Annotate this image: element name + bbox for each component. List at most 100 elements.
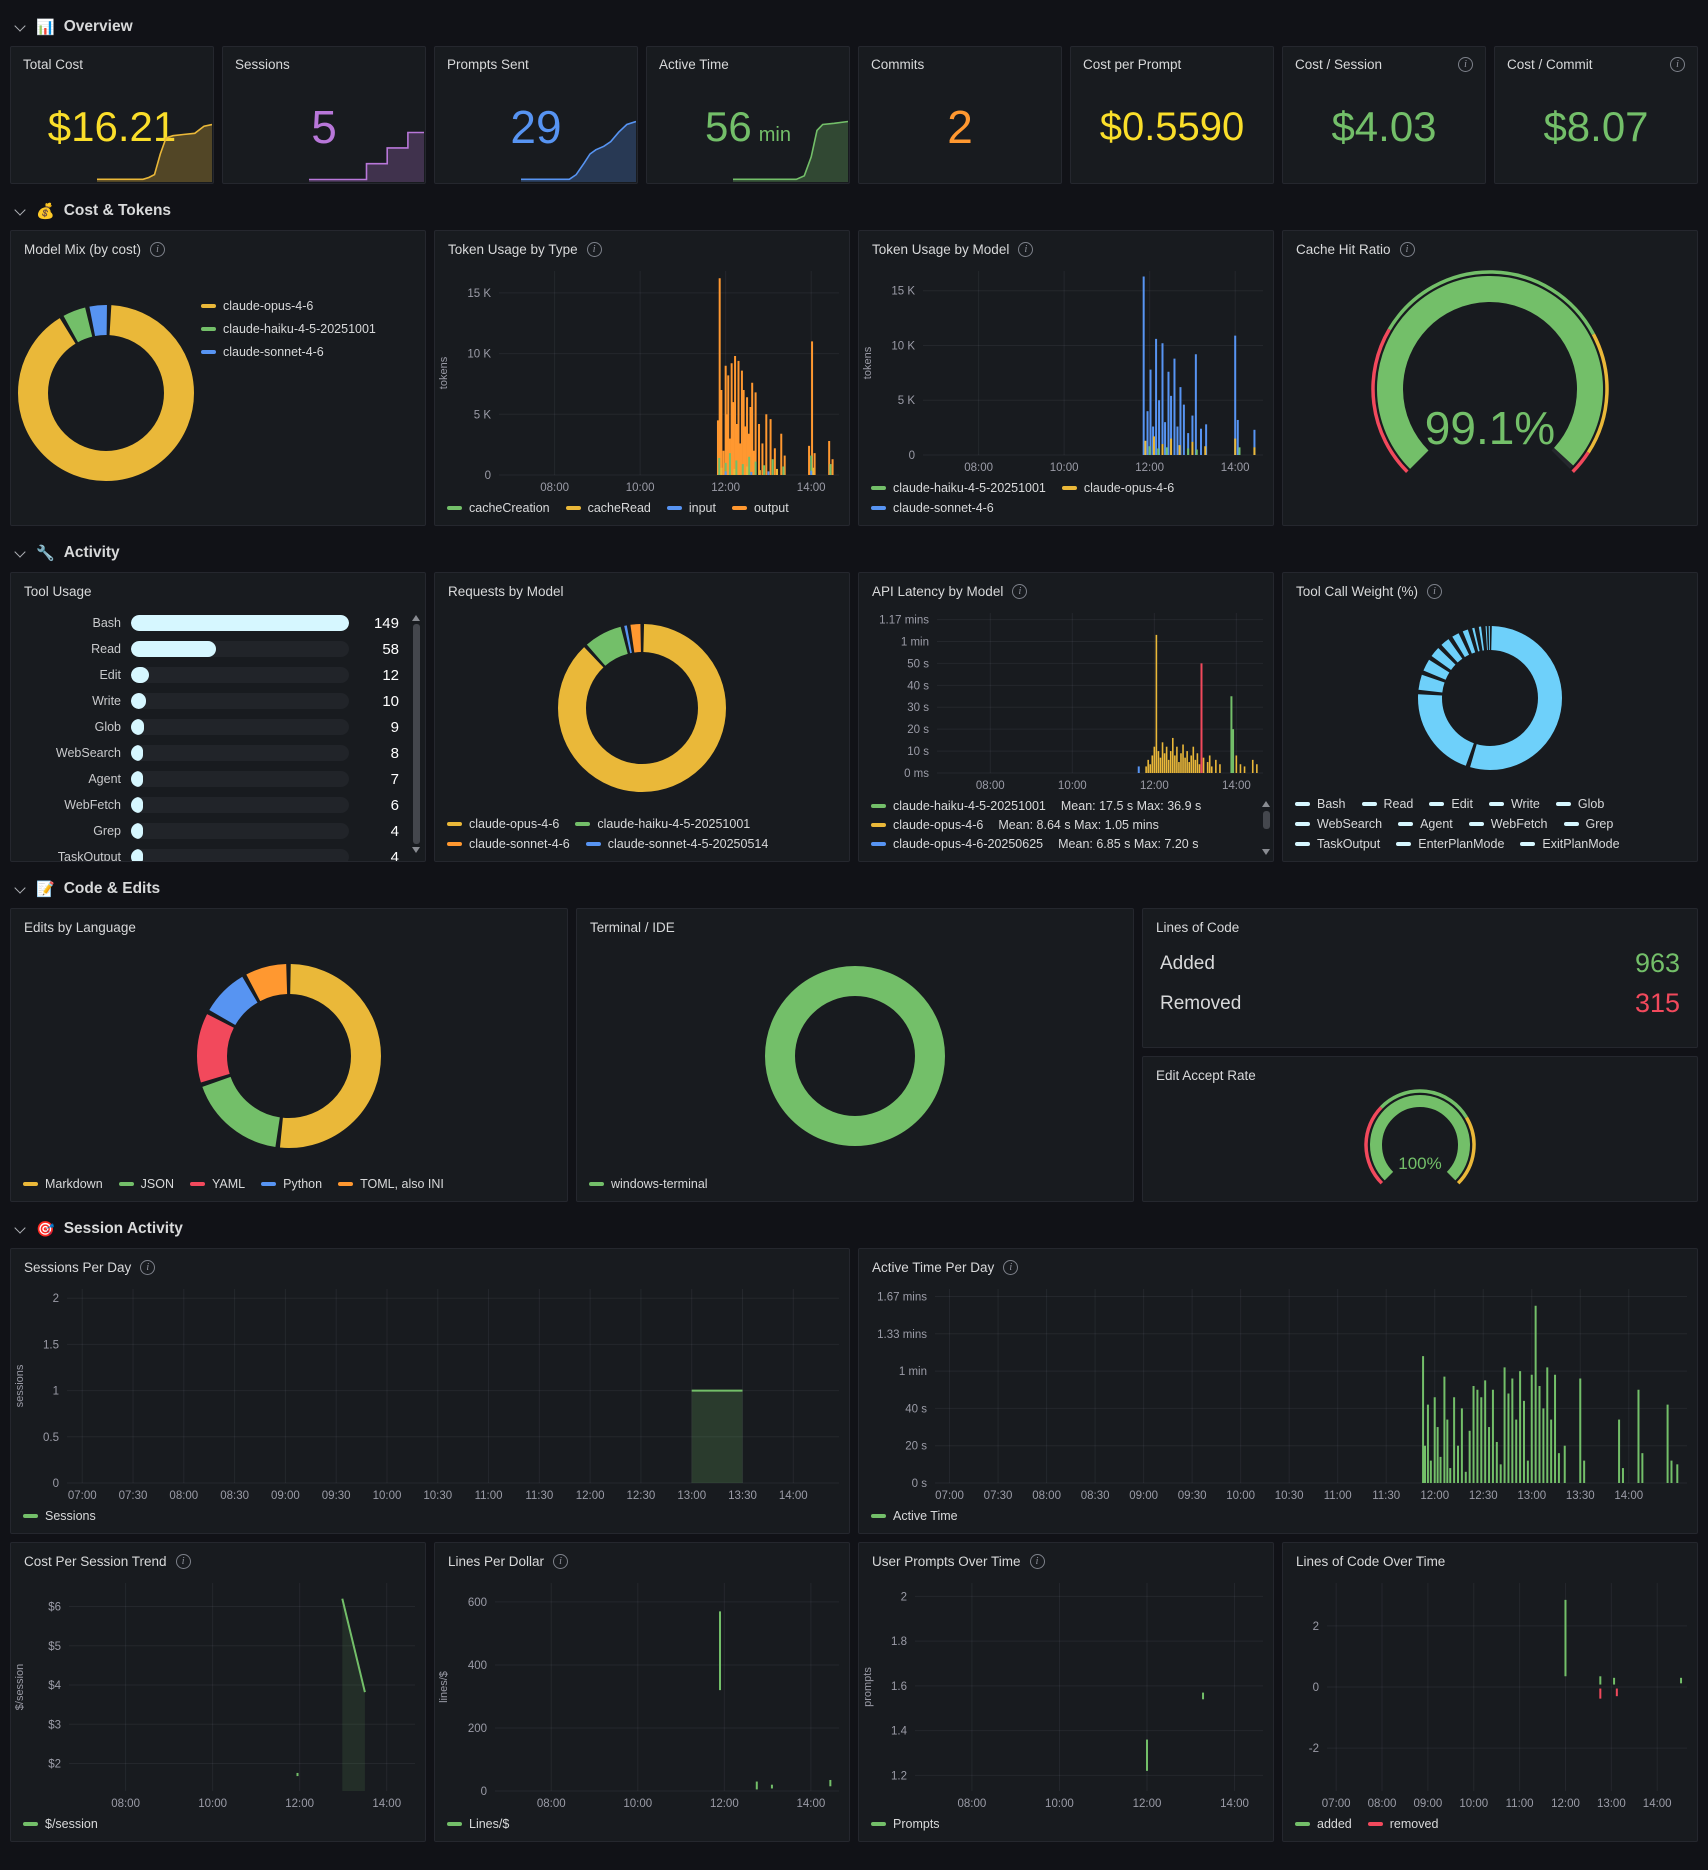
- info-icon[interactable]: i: [140, 1260, 156, 1275]
- legend-item[interactable]: Read: [1361, 797, 1413, 811]
- tool-usage-bars[interactable]: Bash 149 Read 58 Edit 12 Write 10 Glob 9 WebSearch…: [11, 603, 425, 861]
- legend-item[interactable]: Write: [1488, 797, 1540, 811]
- legend-item[interactable]: WebFetch: [1468, 817, 1548, 831]
- legend-item[interactable]: claude-opus-4-6: [201, 299, 376, 313]
- legend-item[interactable]: claude-sonnet-4-6: [201, 345, 376, 359]
- edits-donut[interactable]: [11, 939, 567, 1173]
- info-icon[interactable]: i: [1670, 57, 1685, 72]
- tool-weight-donut[interactable]: [1283, 603, 1697, 793]
- legend-item[interactable]: WebSearch: [1295, 817, 1382, 831]
- legend-item[interactable]: cacheCreation: [447, 501, 550, 515]
- stat-title[interactable]: Active Time: [659, 57, 729, 72]
- legend-item[interactable]: claude-sonnet-4-6: [871, 501, 994, 515]
- legend-item[interactable]: windows-terminal: [589, 1177, 708, 1191]
- panel-title[interactable]: Model Mix (by cost): [24, 242, 142, 257]
- scroll-thumb[interactable]: [413, 624, 420, 844]
- info-icon[interactable]: i: [150, 242, 166, 257]
- cost-trend-chart[interactable]: 08:00 10:00 12:00 14:00 $2 $3 $4 $5 $6 $/session: [11, 1573, 425, 1813]
- panel-title[interactable]: User Prompts Over Time: [872, 1554, 1021, 1569]
- stat-title[interactable]: Total Cost: [23, 57, 84, 72]
- legend-item[interactable]: input: [666, 501, 716, 515]
- latency-chart[interactable]: 08:00 10:00 12:00 14:00 0 ms 10 s 20 s 30 s 40 s…: [859, 603, 1273, 795]
- section-overview[interactable]: 📊 Overview: [12, 12, 1698, 42]
- info-icon[interactable]: i: [1012, 584, 1028, 599]
- stat-title[interactable]: Sessions: [235, 57, 290, 72]
- legend-item[interactable]: Python: [261, 1177, 322, 1191]
- scroll-down-icon[interactable]: [1262, 849, 1270, 855]
- scroll-down-icon[interactable]: [412, 847, 420, 853]
- panel-title[interactable]: Cost Per Session Trend: [24, 1554, 167, 1569]
- info-icon[interactable]: i: [1458, 57, 1473, 72]
- lines-per-dollar-chart[interactable]: 08:00 10:00 12:00 14:00 0 200 400 600 lines/$: [435, 1573, 849, 1813]
- token-model-chart[interactable]: 08:00 10:00 12:00 14:00 0 5 K 10 K 15 K tokens: [859, 261, 1273, 477]
- legend-item[interactable]: claude-haiku-4-5-20251001: [871, 481, 1046, 495]
- stat-title[interactable]: Cost per Prompt: [1083, 57, 1182, 72]
- panel-title[interactable]: Lines Per Dollar: [448, 1554, 545, 1569]
- legend-item[interactable]: Edit: [1429, 797, 1473, 811]
- scrollbar[interactable]: [412, 615, 421, 853]
- panel-title[interactable]: Token Usage by Model: [872, 242, 1010, 257]
- legend-item[interactable]: $/session: [23, 1817, 98, 1831]
- legend-item[interactable]: output: [731, 501, 789, 515]
- panel-title[interactable]: Token Usage by Type: [448, 242, 578, 257]
- legend-item[interactable]: added: [1295, 1817, 1352, 1831]
- info-icon[interactable]: i: [1399, 242, 1415, 257]
- panel-title[interactable]: API Latency by Model: [872, 584, 1004, 599]
- legend-item[interactable]: YAML: [190, 1177, 245, 1191]
- legend-item[interactable]: Glob: [1555, 797, 1604, 811]
- legend-item[interactable]: TOML, also INI: [338, 1177, 444, 1191]
- panel-title[interactable]: Edits by Language: [24, 920, 136, 935]
- legend-item[interactable]: JSON: [118, 1177, 174, 1191]
- legend-item[interactable]: Sessions: [23, 1509, 96, 1523]
- legend-item[interactable]: Lines/$: [447, 1817, 509, 1831]
- info-icon[interactable]: i: [175, 1554, 191, 1569]
- legend-item[interactable]: claude-opus-4-6 Mean: 8.64 s Max: 1.05 mi…: [871, 818, 1159, 832]
- terminal-donut[interactable]: [577, 939, 1133, 1173]
- token-type-chart[interactable]: 08:00 10:00 12:00 14:00 0 5 K 10 K 15 K tokens: [435, 261, 849, 497]
- legend-item[interactable]: claude-haiku-4-5-20251001 Mean: 17.5 s Ma…: [871, 799, 1201, 813]
- panel-title[interactable]: Cache Hit Ratio: [1296, 242, 1391, 257]
- legend-item[interactable]: ExitPlanMode: [1520, 837, 1620, 851]
- legend-item[interactable]: EnterPlanMode: [1396, 837, 1504, 851]
- stat-title[interactable]: Prompts Sent: [447, 57, 529, 72]
- active-time-per-day-chart[interactable]: 07:00 07:30 08:00 08:30 09:00 09:30 10:00 10:30…: [859, 1279, 1697, 1505]
- stat-title[interactable]: Cost / Session: [1295, 57, 1383, 72]
- info-icon[interactable]: i: [586, 242, 602, 257]
- scroll-up-icon[interactable]: [1262, 801, 1270, 807]
- scrollbar[interactable]: [1262, 801, 1270, 855]
- legend-item[interactable]: claude-opus-4-6-20250625 Mean: 6.85 s Max…: [871, 837, 1198, 851]
- legend-item[interactable]: TaskOutput: [1295, 837, 1380, 851]
- legend-item[interactable]: claude-haiku-4-5-20251001: [201, 322, 376, 336]
- legend-item[interactable]: removed: [1367, 1817, 1438, 1831]
- info-icon[interactable]: i: [553, 1554, 569, 1569]
- info-icon[interactable]: i: [1018, 242, 1034, 257]
- legend-item[interactable]: Agent: [1398, 817, 1453, 831]
- legend-item[interactable]: Active Time: [871, 1509, 958, 1523]
- panel-title[interactable]: Lines of Code Over Time: [1296, 1554, 1446, 1569]
- section-activity[interactable]: 🔧 Activity: [12, 538, 1698, 568]
- info-icon[interactable]: i: [1003, 1260, 1019, 1275]
- panel-title[interactable]: Edit Accept Rate: [1156, 1068, 1256, 1083]
- legend-item[interactable]: Bash: [1295, 797, 1346, 811]
- panel-title[interactable]: Sessions Per Day: [24, 1260, 132, 1275]
- legend-item[interactable]: claude-opus-4-6: [447, 817, 559, 831]
- panel-title[interactable]: Tool Usage: [24, 584, 92, 599]
- requests-donut[interactable]: [435, 603, 849, 813]
- model-mix-donut[interactable]: [17, 304, 195, 482]
- section-code-edits[interactable]: 📝 Code & Edits: [12, 874, 1698, 904]
- panel-title[interactable]: Active Time Per Day: [872, 1260, 995, 1275]
- sessions-per-day-chart[interactable]: 07:00 07:30 08:00 08:30 09:00 09:30 10:00 10:30…: [11, 1279, 849, 1505]
- legend-item[interactable]: claude-haiku-4-5-20251001: [575, 817, 750, 831]
- section-cost-tokens[interactable]: 💰 Cost & Tokens: [12, 196, 1698, 226]
- panel-title[interactable]: Tool Call Weight (%): [1296, 584, 1419, 599]
- legend-item[interactable]: cacheRead: [565, 501, 651, 515]
- legend-item[interactable]: claude-opus-4-6: [1061, 481, 1174, 495]
- legend-item[interactable]: Markdown: [23, 1177, 103, 1191]
- legend-item[interactable]: claude-sonnet-4-5-20250514: [585, 837, 768, 851]
- loc-over-time-chart[interactable]: 07:00 08:00 09:00 10:00 11:00 12:00 13:00 14:00…: [1283, 1573, 1697, 1813]
- scroll-thumb[interactable]: [1263, 811, 1270, 829]
- panel-title[interactable]: Requests by Model: [448, 584, 564, 599]
- section-session-activity[interactable]: 🎯 Session Activity: [12, 1214, 1698, 1244]
- panel-title[interactable]: Terminal / IDE: [590, 920, 675, 935]
- prompts-over-time-chart[interactable]: 08:00 10:00 12:00 14:00 1.2 1.4 1.6 1.8 2 prompts: [859, 1573, 1273, 1813]
